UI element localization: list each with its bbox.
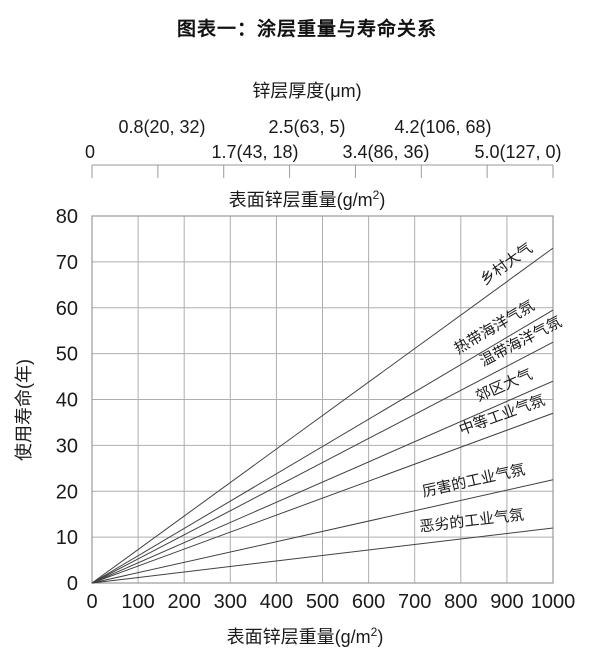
y-tick-label-7: 70 xyxy=(56,252,78,274)
top-scale-row1-label-2: 4.2(106, 68) xyxy=(394,117,491,137)
x-tick-label-1: 100 xyxy=(121,591,154,613)
series-line-4 xyxy=(91,412,554,584)
x-tick-label-8: 800 xyxy=(444,591,477,613)
chart-title: 图表一：涂层重量与寿命关系 xyxy=(176,19,437,40)
y-tick-label-6: 60 xyxy=(56,298,78,320)
x-tick-label-10: 1000 xyxy=(531,591,576,613)
x-tick-label-7: 700 xyxy=(398,591,431,613)
x-tick-label-3: 300 xyxy=(214,591,247,613)
x-tick-label-0: 0 xyxy=(86,591,97,613)
top-axis-subtitle: 表面锌层重量(g/m2) xyxy=(229,188,386,210)
x-tick-label-6: 600 xyxy=(352,591,385,613)
x-axis-title: 表面锌层重量(g/m2) xyxy=(227,625,384,647)
y-tick-label-2: 20 xyxy=(56,481,78,503)
y-tick-label-3: 30 xyxy=(56,435,78,457)
top-scale-row2-label-3: 5.0(127, 0) xyxy=(474,142,561,162)
top-scale-row2-label-0: 0 xyxy=(85,142,95,162)
series-label-5: 厉害的工业气氛 xyxy=(421,461,527,501)
y-tick-label-5: 50 xyxy=(56,344,78,366)
series-line-5 xyxy=(91,479,554,584)
y-tick-label-8: 80 xyxy=(56,206,78,228)
top-axis-title: 锌层厚度(μm) xyxy=(252,81,361,101)
series-line-3 xyxy=(91,380,554,584)
y-tick-label-1: 10 xyxy=(56,527,78,549)
top-scale-row2-label-2: 3.4(86, 36) xyxy=(342,142,429,162)
top-scale-row1-label-0: 0.8(20, 32) xyxy=(118,117,205,137)
x-tick-label-9: 900 xyxy=(490,591,523,613)
x-tick-label-2: 200 xyxy=(168,591,201,613)
series-label-6: 恶劣的工业气氛 xyxy=(419,506,525,535)
top-scale-row1-label-1: 2.5(63, 5) xyxy=(268,117,345,137)
x-tick-label-5: 500 xyxy=(306,591,339,613)
x-tick-label-4: 400 xyxy=(260,591,293,613)
series-line-6 xyxy=(91,527,554,584)
plot-border xyxy=(91,215,554,584)
y-axis-title: 使用寿命(年) xyxy=(14,359,34,461)
top-scale-row2-label-1: 1.7(43, 18) xyxy=(211,142,298,162)
y-tick-label-4: 40 xyxy=(56,390,78,412)
series-line-0 xyxy=(91,247,554,584)
series-line-2 xyxy=(91,341,554,584)
y-tick-label-0: 0 xyxy=(67,573,78,595)
series-line-1 xyxy=(91,309,554,584)
